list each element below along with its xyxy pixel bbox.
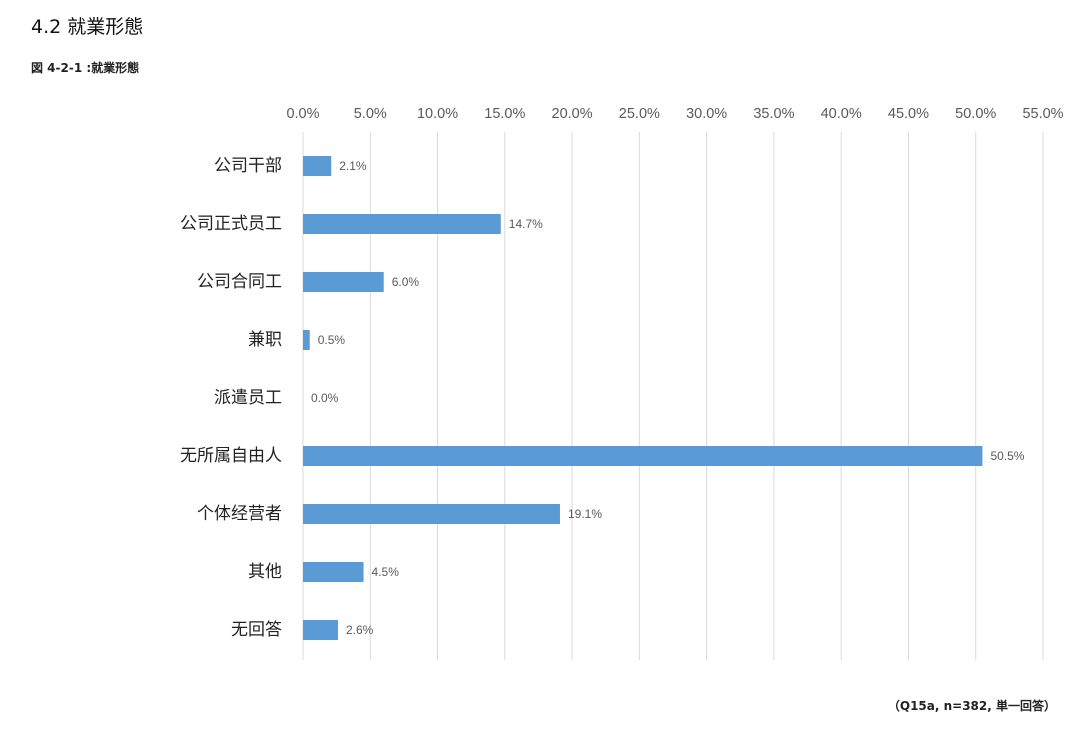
x-tick-label: 0.0% <box>286 106 319 122</box>
bars <box>303 156 983 640</box>
data-label: 50.5% <box>990 449 1024 463</box>
category-label: 无所属自由人 <box>180 446 282 466</box>
data-label: 6.0% <box>392 275 420 289</box>
data-label: 0.5% <box>318 333 346 347</box>
x-tick-label: 20.0% <box>552 106 593 122</box>
bar <box>303 214 501 234</box>
bar <box>303 504 560 524</box>
category-label: 其他 <box>248 562 282 582</box>
section-title: 4.2 就業形態 <box>31 16 144 38</box>
x-tick-label: 15.0% <box>484 106 525 122</box>
category-label: 公司正式员工 <box>180 214 282 234</box>
x-tick-label: 5.0% <box>354 106 387 122</box>
category-label: 个体经营者 <box>197 504 282 524</box>
x-tick-label: 55.0% <box>1022 106 1063 122</box>
category-label: 公司合同工 <box>197 272 282 292</box>
x-tick-label: 45.0% <box>888 106 929 122</box>
data-label: 14.7% <box>509 217 543 231</box>
x-tick-label: 10.0% <box>417 106 458 122</box>
bar <box>303 446 983 466</box>
bar <box>303 620 338 640</box>
x-tick-label: 50.0% <box>955 106 996 122</box>
data-label: 2.1% <box>339 159 367 173</box>
figure-title: 図 4-2-1 :就業形態 <box>31 61 140 75</box>
bar <box>303 330 310 350</box>
x-tick-label: 35.0% <box>753 106 794 122</box>
data-label: 2.6% <box>346 623 374 637</box>
data-label: 19.1% <box>568 507 602 521</box>
data-label: 4.5% <box>372 565 400 579</box>
data-label: 0.0% <box>311 391 339 405</box>
source-note: （Q15a, n=382, 単一回答） <box>887 699 1056 713</box>
x-axis-ticks: 0.0% 5.0% 10.0% 15.0% 20.0% 25.0% 30.0% 35.0% 40… <box>286 106 1063 122</box>
gridlines <box>302 132 1044 660</box>
bar <box>303 156 332 176</box>
x-tick-label: 40.0% <box>821 106 862 122</box>
category-label: 兼职 <box>248 330 282 350</box>
bar <box>303 562 364 582</box>
bar <box>303 272 384 292</box>
data-labels: 2.1% 14.7% 6.0% 0.5% 0.0% 50.5% 19.1% 4.5% 2.6% <box>311 159 1025 637</box>
category-label: 派遣员工 <box>214 388 282 408</box>
category-label: 公司干部 <box>214 156 282 176</box>
x-tick-label: 25.0% <box>619 106 660 122</box>
category-label: 无回答 <box>231 620 282 640</box>
x-tick-label: 30.0% <box>686 106 727 122</box>
